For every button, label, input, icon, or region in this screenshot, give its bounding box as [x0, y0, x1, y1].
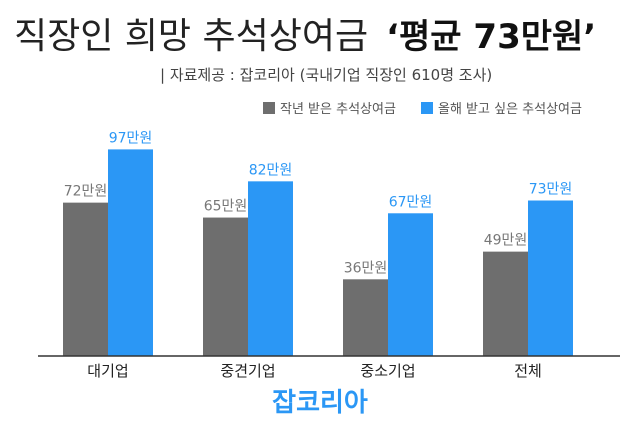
chart-title: 직장인 희망 추석상여금 — [14, 16, 368, 57]
data-label-last-year-3: 36만원 — [344, 260, 388, 276]
bar-this-year-4 — [528, 200, 573, 356]
category-label-2: 중견기업 — [220, 362, 275, 380]
chart-legend: 작년 받은 추석상여금 올해 받고 싶은 추석상여금 — [263, 102, 582, 117]
bar-last-year-4 — [483, 251, 528, 356]
bar-last-year-3 — [343, 279, 388, 356]
data-label-this-year-2: 82만원 — [249, 162, 293, 178]
bar-last-year-1 — [63, 202, 108, 356]
category-label-1: 대기업 — [87, 362, 128, 380]
bar-this-year-3 — [388, 213, 433, 356]
legend-label-last-year: 작년 받은 추석상여금 — [280, 102, 396, 117]
data-label-this-year-4: 73만원 — [529, 182, 573, 198]
bar-this-year-2 — [248, 181, 293, 356]
category-label-4: 전체 — [514, 362, 542, 380]
legend-label-this-year: 올해 받고 싶은 추석상여금 — [438, 102, 582, 117]
data-label-last-year-4: 49만원 — [484, 233, 528, 249]
chart-title-highlight: ‘평균 73만원’ — [386, 17, 596, 57]
chart-source-note: | 자료제공 : 잡코리아 (국내기업 직장인 610명 조사) — [160, 66, 492, 84]
data-label-last-year-2: 65만원 — [204, 199, 248, 215]
jobkorea-logo-text: 잡코리아 — [272, 388, 368, 418]
data-label-this-year-3: 67만원 — [389, 194, 433, 210]
bar-last-year-2 — [203, 217, 248, 356]
bar-this-year-1 — [108, 149, 153, 356]
legend-swatch-last-year — [263, 102, 275, 114]
data-label-this-year-1: 97만원 — [109, 130, 153, 146]
category-label-3: 중소기업 — [360, 362, 415, 380]
legend-swatch-this-year — [421, 102, 433, 114]
data-label-last-year-1: 72만원 — [64, 184, 108, 200]
